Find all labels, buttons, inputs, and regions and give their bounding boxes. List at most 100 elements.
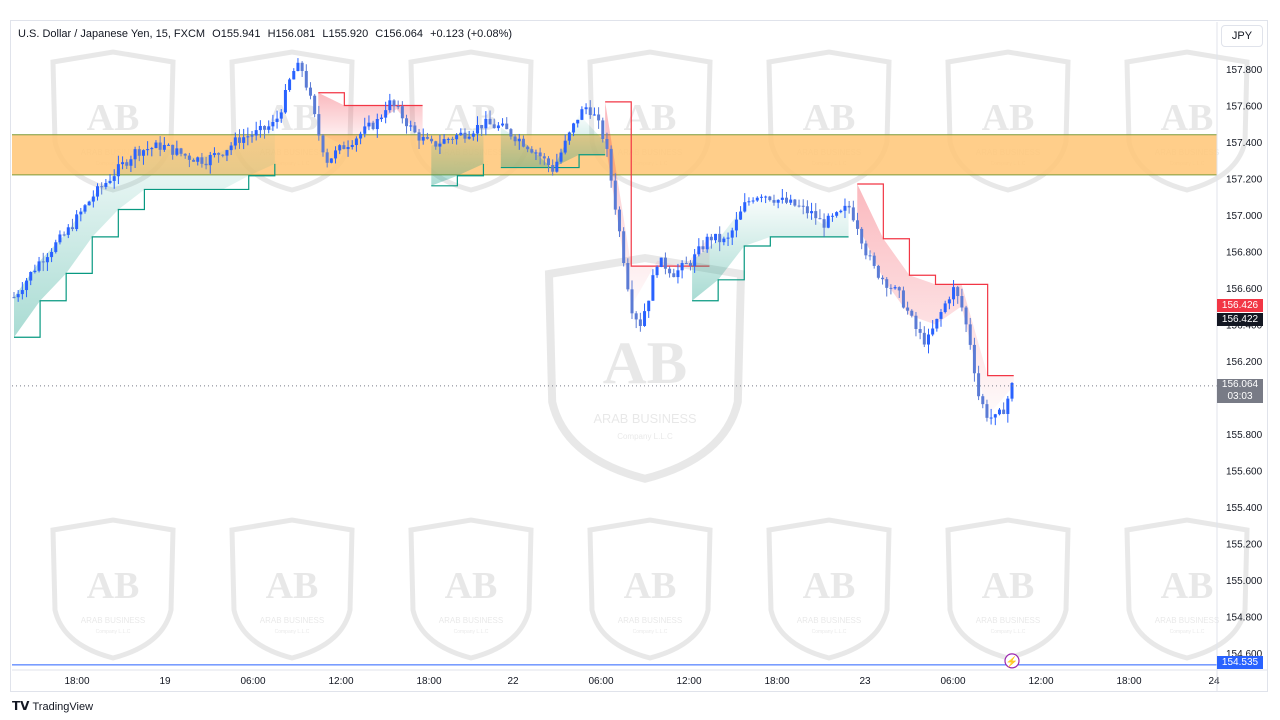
tradingview-logo[interactable]: 𝗧𝗩 TradingView bbox=[12, 699, 93, 713]
candle-body bbox=[872, 255, 876, 266]
symbol-title[interactable]: U.S. Dollar / Japanese Yen, 15, FXCM bbox=[18, 28, 206, 40]
candle-body bbox=[947, 299, 951, 304]
candle-body bbox=[141, 150, 145, 156]
candle-body bbox=[726, 237, 730, 239]
candle-body bbox=[313, 95, 317, 115]
candle-body bbox=[818, 218, 822, 220]
candle-body bbox=[413, 125, 417, 133]
candle-body bbox=[517, 138, 521, 142]
trailing-stop-fill bbox=[14, 123, 275, 338]
candle-body bbox=[851, 207, 855, 221]
watermark-sub: Company L.L.C bbox=[991, 629, 1026, 635]
candle-body bbox=[484, 118, 488, 129]
x-tick-label: 12:00 bbox=[676, 676, 701, 687]
candle-body bbox=[396, 106, 400, 108]
candle-body bbox=[12, 297, 16, 299]
candle-body bbox=[584, 107, 588, 110]
watermark-letters: AB bbox=[87, 97, 140, 139]
candle-body bbox=[204, 163, 208, 166]
candle-body bbox=[150, 148, 154, 150]
trailing-stop-line bbox=[857, 183, 1014, 377]
candle-body bbox=[196, 157, 200, 162]
candle-body bbox=[137, 149, 141, 156]
candle-body bbox=[997, 409, 1001, 415]
shield-outline bbox=[50, 517, 176, 661]
candle-body bbox=[104, 182, 108, 187]
watermark-letters: AB bbox=[803, 97, 856, 139]
tradingview-brand: TradingView bbox=[32, 701, 94, 713]
candle-body bbox=[609, 148, 613, 181]
candle-body bbox=[805, 206, 809, 214]
candle-body bbox=[647, 300, 651, 312]
candle-body bbox=[334, 150, 338, 159]
candle-body bbox=[680, 263, 684, 271]
x-tick-label: 22 bbox=[507, 676, 519, 687]
candle-body bbox=[697, 246, 701, 255]
candle-body bbox=[434, 141, 438, 147]
candle-body bbox=[388, 100, 392, 111]
watermark-shield-icon: AB ARAB BUSINESS Company L.L.C bbox=[945, 517, 1071, 661]
y-tick-label: 156.200 bbox=[1226, 357, 1263, 368]
ohlc-high: H156.081 bbox=[267, 28, 316, 40]
candle-body bbox=[939, 312, 943, 319]
candle-body bbox=[551, 165, 555, 172]
candle-body bbox=[780, 197, 784, 200]
candle-body bbox=[509, 129, 513, 137]
candle-body bbox=[438, 143, 442, 147]
candle-body bbox=[952, 287, 956, 300]
candle-body bbox=[810, 211, 814, 214]
candle-body bbox=[881, 277, 885, 280]
trailing-stop-fill bbox=[692, 196, 849, 301]
candle-body bbox=[363, 126, 367, 134]
chart-frame bbox=[10, 20, 1268, 692]
candle-body bbox=[830, 215, 834, 217]
watermark-letters: AB bbox=[803, 565, 856, 607]
watermark-brand: ARAB BUSINESS bbox=[439, 616, 503, 625]
x-tick-label: 18:00 bbox=[416, 676, 441, 687]
candle-body bbox=[237, 137, 241, 143]
candle-body bbox=[375, 118, 379, 130]
candle-body bbox=[572, 123, 576, 133]
candle-body bbox=[75, 214, 79, 230]
candle-body bbox=[822, 219, 826, 228]
currency-button[interactable]: JPY bbox=[1221, 25, 1263, 47]
candle-body bbox=[158, 142, 162, 150]
shield-outline bbox=[544, 253, 746, 483]
candle-body bbox=[463, 132, 467, 139]
candle-body bbox=[62, 234, 66, 236]
candle-body bbox=[267, 126, 271, 130]
candle-body bbox=[187, 155, 191, 160]
watermark-brand: ARAB BUSINESS bbox=[976, 616, 1040, 625]
candle-body bbox=[112, 176, 116, 181]
watermark-sub: Company L.L.C bbox=[617, 432, 673, 441]
candle-body bbox=[755, 197, 759, 201]
y-tick-label: 156.400 bbox=[1226, 321, 1263, 332]
y-tick-label: 157.400 bbox=[1226, 138, 1263, 149]
candle-body bbox=[87, 201, 91, 206]
candle-body bbox=[730, 230, 734, 238]
y-tick-label: 155.000 bbox=[1226, 576, 1263, 587]
candle-body bbox=[526, 146, 530, 150]
candle-body bbox=[622, 231, 626, 264]
trailing-stop-fill bbox=[431, 123, 484, 186]
candle-body bbox=[162, 144, 166, 150]
candle-body bbox=[171, 144, 175, 155]
candle-body bbox=[972, 344, 976, 374]
candle-body bbox=[288, 79, 292, 91]
candle-body bbox=[108, 180, 112, 183]
candle-body bbox=[989, 417, 993, 419]
candle-body bbox=[968, 324, 972, 345]
candle-body bbox=[676, 270, 680, 278]
watermark-letters: AB bbox=[624, 565, 677, 607]
x-tick-label: 12:00 bbox=[1028, 676, 1053, 687]
candle-body bbox=[425, 136, 429, 139]
candle-body bbox=[154, 142, 158, 149]
x-tick-label: 06:00 bbox=[588, 676, 613, 687]
y-tick-label: 155.200 bbox=[1226, 540, 1263, 551]
y-tick-label: 157.600 bbox=[1226, 102, 1263, 113]
candle-body bbox=[279, 112, 283, 119]
candle-body bbox=[58, 234, 62, 243]
last-price-tag: 156.064 03:03 bbox=[1217, 379, 1263, 403]
candle-body bbox=[893, 287, 897, 289]
